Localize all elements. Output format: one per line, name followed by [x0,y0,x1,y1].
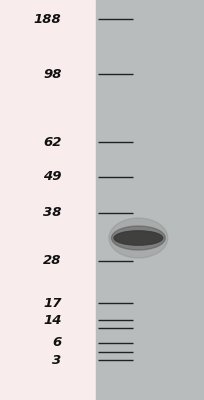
Text: 28: 28 [43,254,61,267]
Text: 6: 6 [52,336,61,349]
Text: 62: 62 [43,136,61,148]
Ellipse shape [108,218,167,258]
Text: 49: 49 [43,170,61,183]
Text: 188: 188 [34,13,61,26]
Ellipse shape [113,231,162,245]
Text: 3: 3 [52,354,61,366]
Text: 38: 38 [43,206,61,219]
Bar [96,0,204,400]
Bar [0,0,96,400]
Text: 14: 14 [43,314,61,326]
Ellipse shape [111,226,164,250]
Text: 98: 98 [43,68,61,80]
Text: 17: 17 [43,297,61,310]
